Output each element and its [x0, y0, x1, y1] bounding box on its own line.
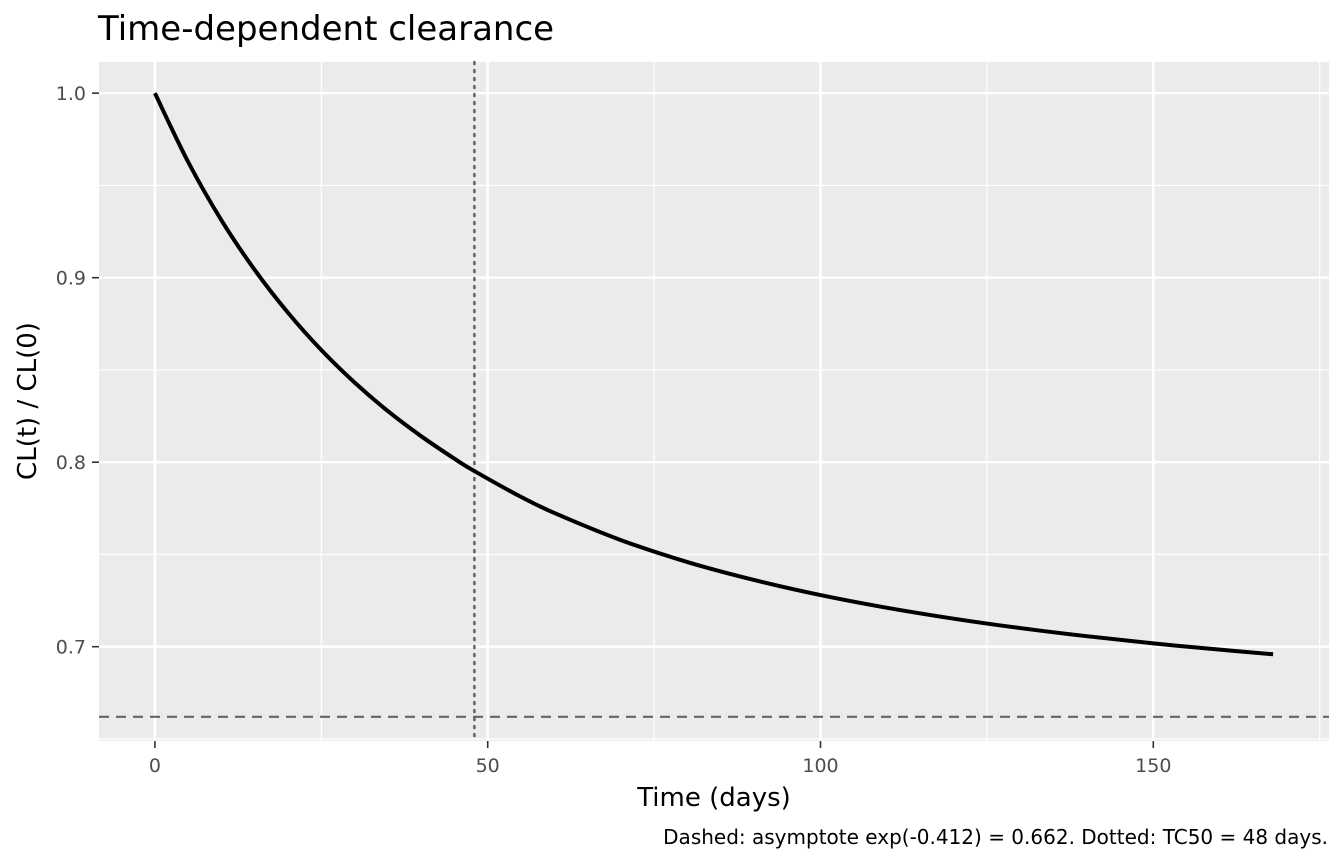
- plot-panel: [99, 62, 1329, 741]
- series-layer: [153, 92, 1274, 657]
- y-axis: 0.7 0.8 0.9 1.0: [56, 83, 99, 659]
- chart-title: Time-dependent clearance: [97, 9, 554, 49]
- reference-lines: [99, 60, 1329, 743]
- major-gridlines: [99, 62, 1329, 741]
- minor-gridlines: [99, 62, 1329, 741]
- chart-caption: Dashed: asymptote exp(-0.412) = 0.662. D…: [663, 825, 1328, 849]
- y-axis-title: CL(t) / CL(0): [13, 322, 43, 480]
- x-tick-label: 0: [149, 755, 161, 777]
- x-tick-label: 150: [1135, 755, 1171, 777]
- x-axis-title: Time (days): [636, 783, 791, 813]
- x-tick-label: 100: [802, 755, 838, 777]
- y-tick-label: 0.9: [56, 268, 86, 290]
- x-axis: 0 50 100 150: [149, 741, 1171, 777]
- x-tick-label: 50: [476, 755, 500, 777]
- clearance-curve: [153, 92, 1274, 657]
- y-tick-label: 0.7: [56, 637, 86, 659]
- y-tick-label: 0.8: [56, 452, 86, 474]
- y-tick-label: 1.0: [56, 83, 86, 105]
